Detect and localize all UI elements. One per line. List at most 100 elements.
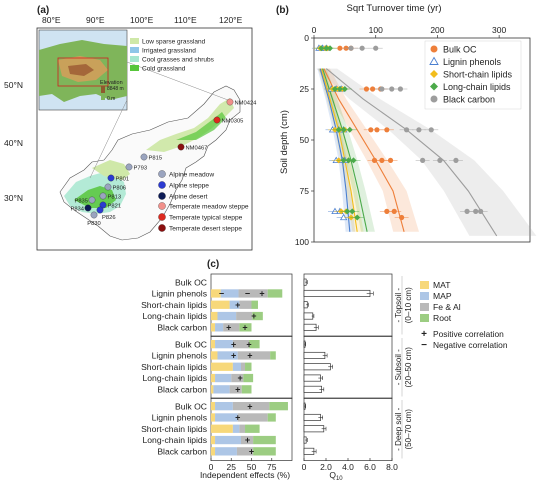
x-tick-label: 200 xyxy=(430,25,444,35)
elevation-high-label: 8848 m xyxy=(107,86,124,92)
data-point xyxy=(437,157,443,163)
stacked-bar-segment xyxy=(220,289,239,298)
chart-b-legend: Bulk OC Lignin phenols Short-chain lipids L… xyxy=(424,40,522,110)
site-marker xyxy=(84,204,92,212)
group-depth-label: (0–10 cm) xyxy=(404,287,413,323)
data-point xyxy=(428,127,434,133)
stacked-bar-segment xyxy=(237,351,271,360)
stacked-bar-segment xyxy=(215,413,238,422)
correlation-sign: + xyxy=(249,447,254,457)
row-label: Lignin phenols xyxy=(152,351,207,361)
site-legend-marker xyxy=(158,181,166,189)
correlation-sign: + xyxy=(246,339,251,349)
data-point xyxy=(341,86,348,92)
row-label: Lignin phenols xyxy=(152,289,207,299)
stacked-bar-segment xyxy=(211,323,216,332)
stacked-bar-segment xyxy=(211,340,216,349)
stacked-bar-segment xyxy=(249,340,260,349)
q10-bar xyxy=(303,385,322,393)
row-label: Black carbon xyxy=(157,447,207,457)
q10-bar xyxy=(303,425,325,433)
correlation-sign: + xyxy=(235,413,240,423)
fit-line xyxy=(320,68,358,232)
chart-c-xlabel: Independent effects (%) xyxy=(200,470,290,480)
data-point xyxy=(349,208,356,215)
site-marker xyxy=(226,98,234,106)
group-label: - Topsoil - xyxy=(394,288,403,323)
q10-bar xyxy=(303,351,326,359)
stacked-bar-segment xyxy=(211,435,216,445)
data-point xyxy=(399,214,405,221)
q10-bar xyxy=(303,413,321,421)
stacked-bar-segment xyxy=(267,413,276,422)
site-label: P793 xyxy=(134,166,148,172)
row-label: Black carbon xyxy=(157,385,207,395)
data-point xyxy=(354,214,361,221)
row-label: Lignin phenols xyxy=(152,413,207,423)
site-legend-marker xyxy=(158,213,166,221)
data-point xyxy=(403,127,410,133)
stacked-bar-segment xyxy=(239,424,246,433)
chart-c-stacked-bars: Bulk OC Lignin phenols − − + Short-chain lipi… xyxy=(141,273,293,472)
stacked-bar-segment xyxy=(229,385,242,394)
correlation-sign: + xyxy=(247,401,252,411)
stacked-bar-segment xyxy=(211,373,216,383)
legend-marker xyxy=(430,70,438,78)
site-marker xyxy=(90,211,98,219)
factor-legend-label: Root xyxy=(433,313,452,323)
legend-label: Long-chain lipids xyxy=(443,82,511,92)
stacked-bar-segment xyxy=(215,402,233,411)
stacked-bar-segment xyxy=(245,424,260,433)
legend-marker xyxy=(430,82,438,91)
data-point xyxy=(478,208,484,214)
chart-c-q10-bars: - Topsoil - (0–10 cm) - Subsoil - (20–50 cm… xyxy=(302,273,413,472)
correlation-sign: − xyxy=(219,289,224,299)
row-label: Short-chain lipids xyxy=(141,362,207,372)
q10-bar xyxy=(303,363,331,371)
stacked-bar-segment xyxy=(253,435,276,445)
site-marker xyxy=(99,192,107,200)
correlation-sign: − xyxy=(245,289,250,299)
stacked-bar-segment xyxy=(239,323,252,332)
data-point xyxy=(453,157,459,163)
site-label: NM0424 xyxy=(235,101,258,107)
marker-legend-symbol: − xyxy=(421,340,427,351)
cold-grassland-area xyxy=(74,186,116,208)
row-label: Bulk OC xyxy=(175,277,207,287)
site-marker xyxy=(177,143,185,151)
elevation-title: Elevation xyxy=(100,80,123,86)
site-marker xyxy=(140,153,148,161)
correlation-sign: + xyxy=(251,311,256,321)
turnover-depth-chart: Sqrt Turnover time (yr) Soil depth (cm) … xyxy=(279,3,537,247)
legend-marker xyxy=(430,45,438,53)
stacked-bar-segment xyxy=(211,413,216,422)
stacked-bar-segment xyxy=(211,402,216,411)
group-depth-label: (20–50 cm) xyxy=(404,347,413,388)
chart-b-ylabel: Soil depth (cm) xyxy=(279,110,290,174)
stacked-bar-segment xyxy=(211,424,233,433)
factor-legend-label: Fe & Al xyxy=(433,302,461,312)
site-label: P815 xyxy=(149,156,163,162)
data-point xyxy=(464,208,470,214)
stacked-bar-segment xyxy=(211,300,230,309)
site-marker xyxy=(107,174,115,182)
chart-b-xlabel: Sqrt Turnover time (yr) xyxy=(346,3,441,14)
stacked-bar-segment xyxy=(270,351,276,360)
lon-tick-label: 120°E xyxy=(219,15,243,25)
stacked-bar-segment xyxy=(236,311,253,321)
panel-label-a: (a) xyxy=(37,5,49,16)
site-marker xyxy=(99,201,107,209)
data-point xyxy=(374,127,380,133)
stacked-bar-segment xyxy=(211,362,233,371)
factor-legend-label: MAT xyxy=(433,280,451,290)
site-type-legend: Alpine meadow Alpine steppe Alpine desert T… xyxy=(158,170,249,233)
confidence-band xyxy=(318,68,364,232)
row-label: Long-chain lipids xyxy=(143,373,208,383)
stacked-bar-segment xyxy=(232,362,241,371)
data-point xyxy=(331,207,339,214)
land-legend-swatch xyxy=(130,65,139,71)
stacked-bar-segment xyxy=(215,323,224,332)
site-marker xyxy=(88,196,96,204)
factor-legend-swatch xyxy=(420,281,429,289)
